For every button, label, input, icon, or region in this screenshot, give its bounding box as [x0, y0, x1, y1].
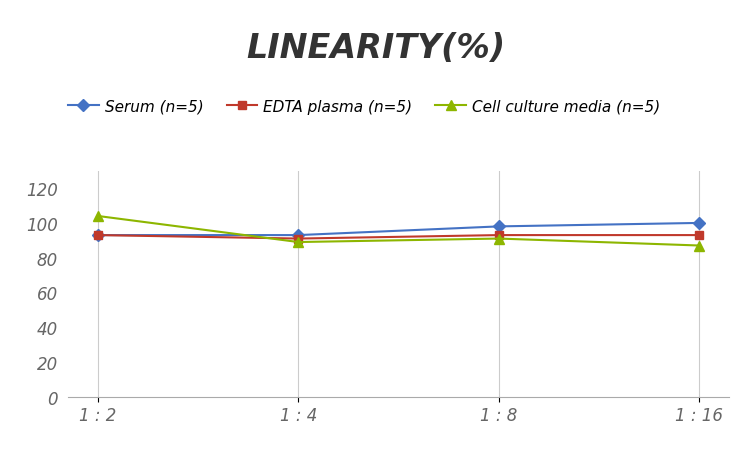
Cell culture media (n=5): [294, 240, 303, 245]
Serum (n=5): [93, 233, 102, 238]
Serum (n=5): [695, 221, 704, 226]
Line: EDTA plasma (n=5): EDTA plasma (n=5): [93, 231, 704, 243]
Cell culture media (n=5): [494, 236, 503, 242]
EDTA plasma (n=5): [294, 236, 303, 242]
EDTA plasma (n=5): [695, 233, 704, 238]
Cell culture media (n=5): [93, 214, 102, 219]
EDTA plasma (n=5): [494, 233, 503, 238]
Legend: Serum (n=5), EDTA plasma (n=5), Cell culture media (n=5): Serum (n=5), EDTA plasma (n=5), Cell cul…: [62, 93, 666, 120]
Text: LINEARITY(%): LINEARITY(%): [247, 32, 505, 64]
Line: Cell culture media (n=5): Cell culture media (n=5): [93, 212, 704, 251]
Serum (n=5): [294, 233, 303, 238]
Cell culture media (n=5): [695, 243, 704, 249]
Serum (n=5): [494, 224, 503, 230]
EDTA plasma (n=5): [93, 233, 102, 238]
Line: Serum (n=5): Serum (n=5): [93, 219, 704, 240]
